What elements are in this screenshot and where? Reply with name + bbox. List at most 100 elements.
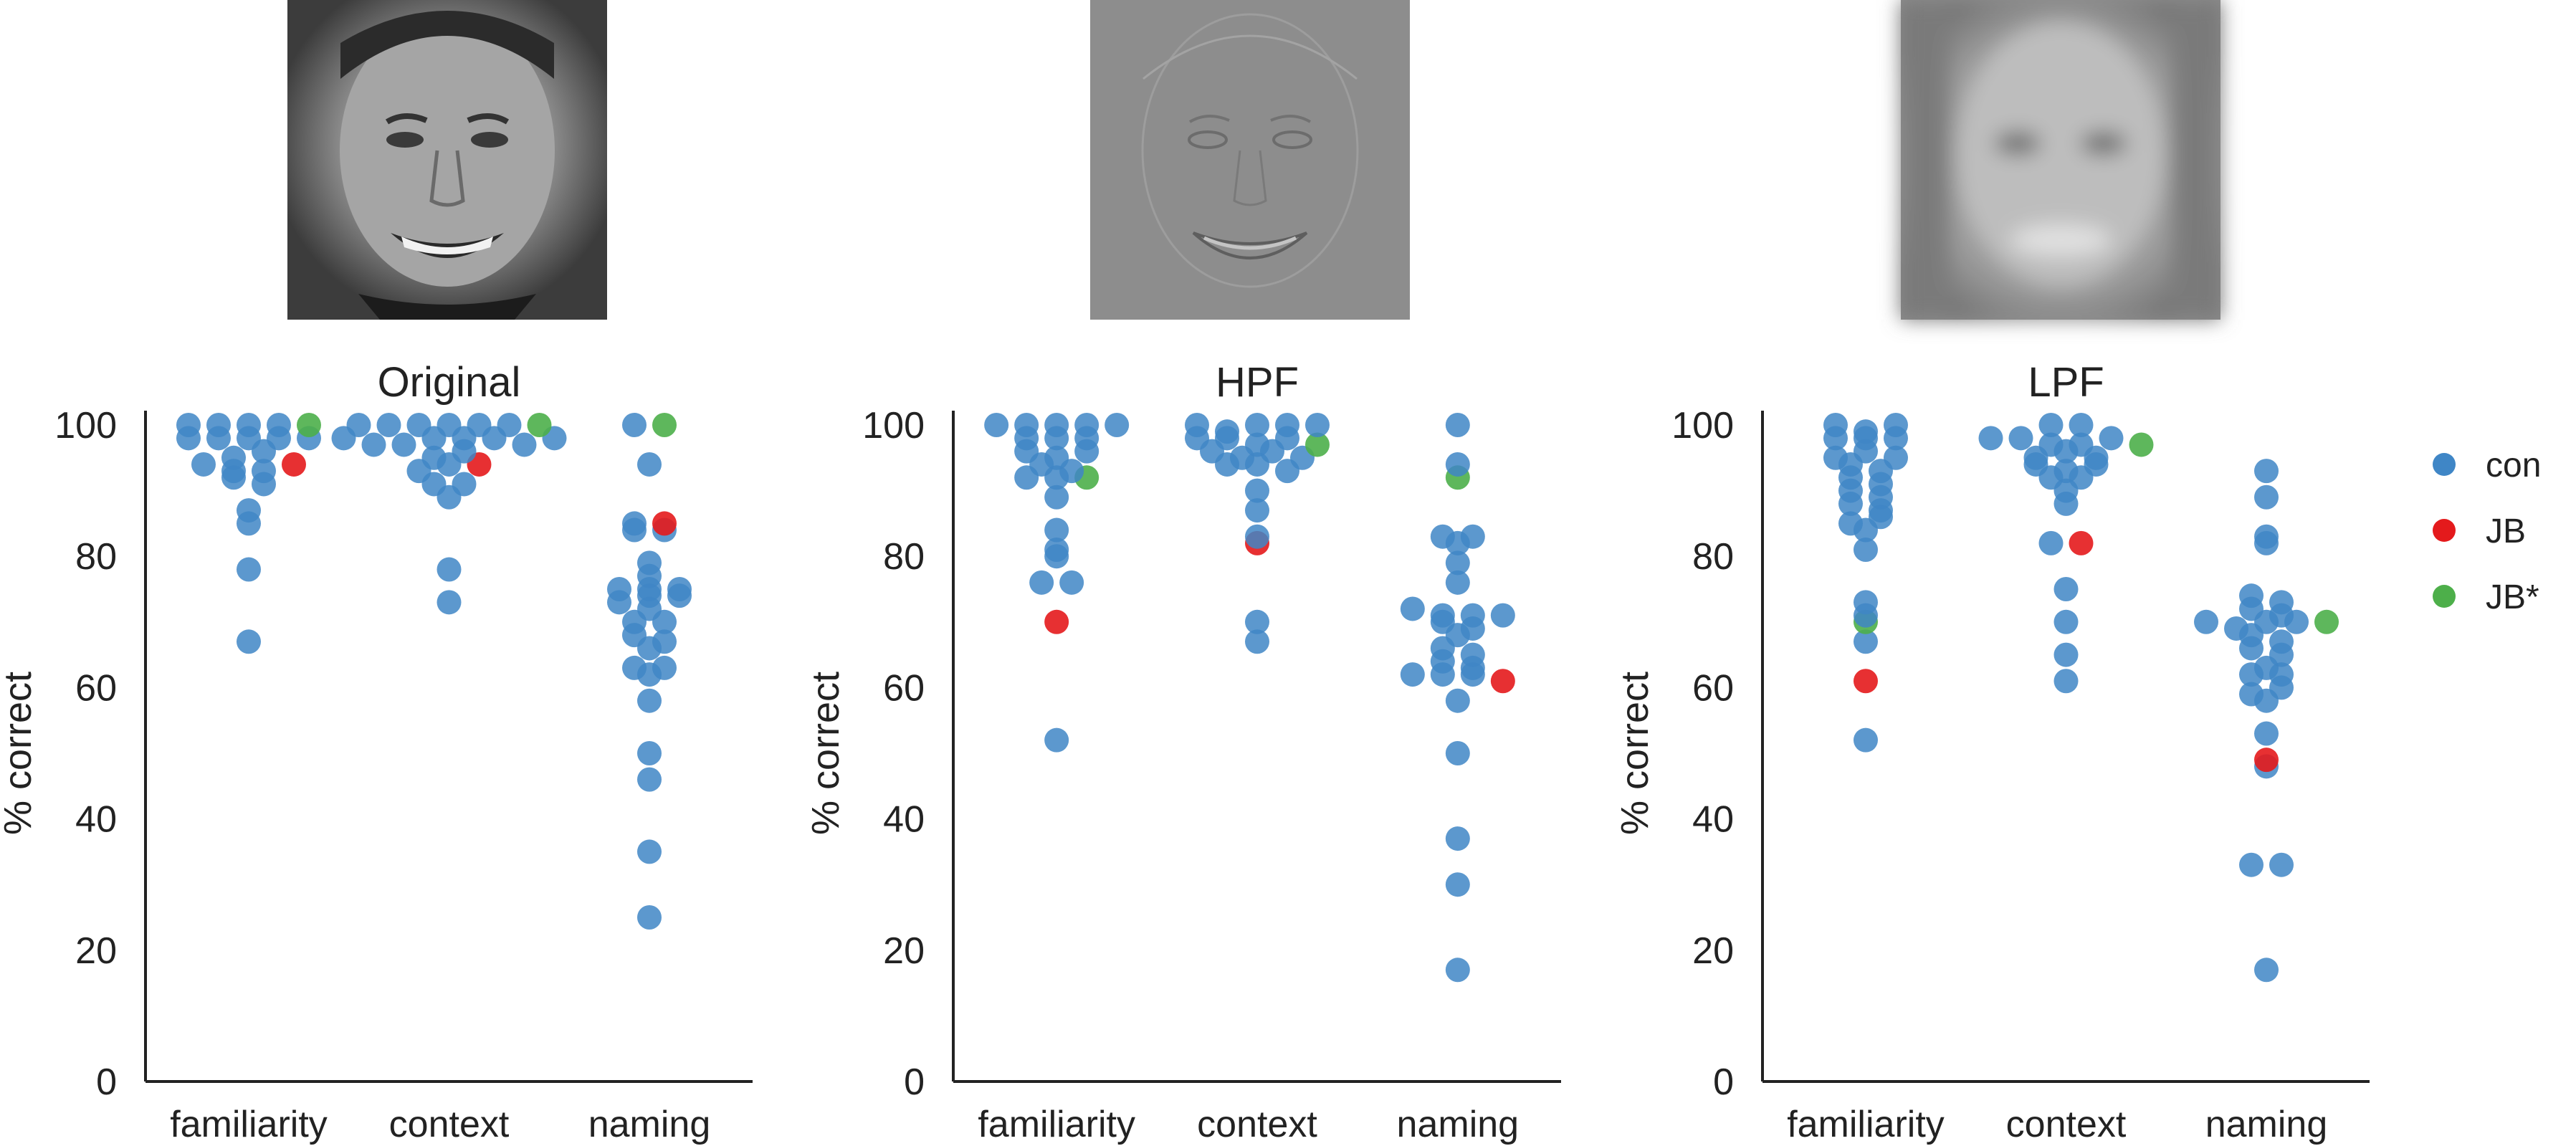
y-tick-label: 80 — [75, 536, 117, 578]
data-point-con — [2254, 459, 2279, 484]
y-tick-label: 0 — [96, 1061, 117, 1103]
data-point-con — [2053, 642, 2079, 667]
data-point-con — [421, 445, 447, 470]
data-point-con — [1185, 413, 1209, 437]
data-point-jb — [1853, 669, 1878, 694]
y-tick-label: 100 — [54, 405, 117, 447]
data-point-con — [1445, 872, 1470, 897]
x-ticks: familiarity context naming — [1787, 1104, 2327, 1145]
data-point-con — [1838, 511, 1863, 536]
x-ticks: familiarity context naming — [170, 1104, 710, 1145]
data-point-con — [1445, 958, 1470, 983]
data-point-con — [1044, 727, 1069, 753]
y-axis-label: % correct — [1613, 672, 1656, 835]
data-point-con — [437, 557, 462, 582]
y-tick-label: 100 — [862, 405, 925, 447]
data-point-con — [1029, 570, 1054, 595]
legend-label: JB — [2486, 512, 2526, 550]
data-point-con — [2053, 577, 2079, 601]
data-point-con — [1460, 603, 1485, 628]
data-point-con — [236, 557, 261, 582]
data-point-con — [1305, 413, 1330, 437]
data-point-con — [1245, 413, 1269, 437]
data-point-con — [2239, 583, 2264, 608]
y-tick-label: 80 — [883, 536, 925, 578]
data-point-con — [376, 413, 401, 437]
data-point-con — [2053, 459, 2079, 484]
x-ticks: familiarity context naming — [978, 1104, 1519, 1145]
y-tick-label: 100 — [1671, 405, 1734, 447]
y-tick-label: 20 — [1692, 930, 1734, 972]
data-point-con — [1853, 419, 1878, 444]
data-point-con — [2269, 629, 2294, 654]
legend-marker — [2433, 453, 2456, 476]
data-point-con — [637, 839, 662, 864]
x-tick-label: naming — [588, 1104, 711, 1145]
data-point-jb — [1490, 669, 1515, 694]
data-points — [1823, 413, 2339, 983]
chart-panel-original: Original % correct 0 20 40 60 80 100 familiar… — [0, 359, 753, 1145]
data-point-con — [251, 459, 276, 484]
data-point-con — [437, 590, 462, 615]
data-point-con — [2194, 609, 2219, 634]
y-tick-label: 20 — [883, 930, 925, 972]
data-point-con — [176, 413, 201, 437]
data-point-con — [607, 577, 632, 601]
data-point-con — [452, 472, 477, 497]
y-tick-label: 20 — [75, 930, 117, 972]
data-point-con — [1823, 445, 1848, 470]
data-point-con — [1430, 524, 1455, 549]
y-tick-label: 60 — [1692, 667, 1734, 709]
y-tick-label: 0 — [1713, 1061, 1734, 1103]
data-point-con — [1445, 826, 1470, 851]
data-point-con — [1275, 413, 1299, 437]
data-point-con — [1445, 688, 1470, 713]
chart-panel-lpf: LPF % correct 0 20 40 60 80 100 familiarity co… — [1613, 359, 2370, 1145]
data-point-con — [406, 413, 431, 437]
data-point-con — [1883, 445, 1908, 470]
data-point-jb-star — [652, 413, 677, 437]
data-point-con — [1853, 538, 1878, 563]
y-ticks: 0 20 40 60 80 100 — [1671, 405, 1734, 1103]
y-axis-label: % correct — [0, 672, 39, 835]
data-point-con — [2254, 524, 2279, 549]
data-point-con — [206, 413, 231, 437]
chart-title: LPF — [2028, 359, 2104, 406]
data-point-con — [1215, 419, 1239, 444]
x-tick-label: familiarity — [978, 1104, 1135, 1145]
y-axis-label: % correct — [804, 672, 847, 835]
data-point-con — [637, 688, 662, 713]
data-point-con — [2038, 530, 2064, 555]
legend-label: JB* — [2486, 578, 2539, 616]
data-point-con — [236, 629, 261, 654]
data-point-con — [2053, 669, 2079, 694]
data-point-con — [467, 413, 492, 437]
data-point-jb — [2069, 530, 2094, 555]
data-point-con — [2008, 426, 2033, 451]
y-ticks: 0 20 40 60 80 100 — [54, 405, 117, 1103]
data-point-con — [1059, 570, 1084, 595]
data-point-con — [221, 445, 246, 470]
data-point-con — [361, 432, 386, 457]
legend-marker — [2433, 519, 2456, 542]
y-tick-label: 40 — [883, 799, 925, 841]
data-point-jb-star — [527, 413, 552, 437]
data-point-con — [1978, 426, 2003, 451]
y-tick-label: 40 — [1692, 799, 1734, 841]
data-point-con — [1245, 478, 1269, 503]
data-point-con — [637, 550, 662, 576]
x-tick-label: familiarity — [1787, 1104, 1945, 1145]
data-point-con — [1853, 727, 1878, 753]
data-point-con — [652, 655, 677, 680]
hpf-face-image — [1090, 0, 1410, 320]
data-point-jb-star — [2314, 609, 2339, 634]
data-point-con — [2224, 616, 2249, 641]
legend-marker — [2433, 585, 2456, 608]
data-point-con — [1074, 413, 1099, 437]
data-point-con — [1853, 629, 1878, 654]
data-point-con — [637, 452, 662, 477]
data-point-con — [1044, 517, 1069, 543]
data-point-con — [437, 413, 462, 437]
legend: con JB JB* — [2433, 447, 2541, 616]
